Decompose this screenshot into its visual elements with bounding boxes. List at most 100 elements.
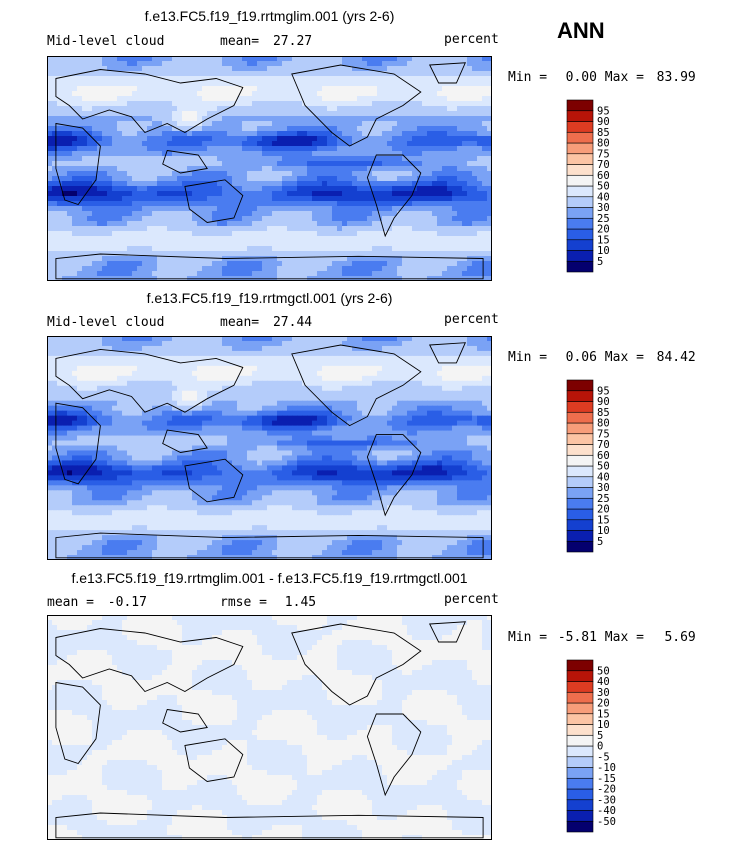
map-cell [297,196,303,202]
colorbar-swatch [566,110,594,122]
map-cell [387,166,393,172]
map-cell [387,196,393,202]
map-cell [117,106,123,112]
map-cell [87,246,93,252]
map-cell [62,181,68,187]
map-cell [87,81,93,87]
map-cell [337,151,343,157]
map-cell [157,76,163,82]
map-cell [212,365,218,372]
map-cell [482,221,488,227]
map-cell [352,231,358,237]
map-cell [247,266,253,272]
map-cell [167,271,173,277]
map-cell [467,161,473,167]
map-cell [87,365,93,372]
map-cell [312,211,318,217]
map-cell [92,161,98,167]
map-cell [227,71,233,77]
map-cell [192,251,198,257]
map-cell [457,111,463,117]
map-cell [317,370,323,377]
map-cell [257,161,263,167]
map-cell [132,136,138,142]
map-cell [402,96,408,102]
map-cell [292,116,298,122]
map-cell [387,71,393,77]
map-cell [342,266,348,272]
map-cell [312,350,318,357]
map-cell [182,375,188,382]
map-cell [162,246,168,252]
map-cell [57,271,63,277]
map-cell [227,336,233,342]
map-cell [357,76,363,82]
map-cell [132,86,138,92]
map-cell [322,345,328,352]
map-cell [437,181,443,187]
map-cell [87,196,93,202]
map-cell [467,241,473,247]
map-cell [252,271,258,277]
map-cell [407,256,413,262]
map-cell [372,71,378,77]
map-cell [407,181,413,187]
map-cell [287,196,293,202]
map-cell [482,226,488,232]
map-cell [417,106,423,112]
map-cell [122,106,128,112]
map-cell [137,111,143,117]
map-cell [367,91,373,97]
map-cell [437,241,443,247]
map-cell [67,111,73,117]
map-cell [392,360,398,367]
map-cell [172,81,178,87]
map-cell [392,246,398,252]
map-cell [377,176,383,182]
map-cell [247,56,253,62]
map-cell [277,116,283,122]
map-cell [52,161,58,167]
map-cell [102,91,108,97]
map-cell [212,61,218,67]
map-cell [267,216,273,222]
map-cell [287,181,293,187]
map-cell [232,370,238,377]
map-cell [322,101,328,107]
map-cell [62,191,68,197]
map-cell [87,201,93,207]
map-cell [127,221,133,227]
map-cell [362,206,368,212]
map-cell [402,66,408,72]
map-cell [432,66,438,72]
map-cell [187,146,193,152]
map-cell [427,146,433,152]
map-cell [207,201,213,207]
map-cell [272,146,278,152]
map-cell [427,256,433,262]
map-cell [137,191,143,197]
map-cell [452,76,458,82]
map-cell [392,181,398,187]
map-cell [372,96,378,102]
map-cell [202,216,208,222]
map-cell [152,141,158,147]
map-cell [247,116,253,122]
map-cell [472,350,478,357]
map-cell [47,126,53,132]
map-cell [392,241,398,247]
map-cell [192,196,198,202]
map-cell [137,101,143,107]
map-cell [187,61,193,67]
map-cell [177,241,183,247]
map-cell [372,151,378,157]
map-cell [297,375,303,382]
map-cell [242,116,248,122]
map-cell [322,350,328,357]
map-cell [192,96,198,102]
map-cell [157,385,163,392]
map-cell [377,231,383,237]
map-cell [122,141,128,147]
map-cell [282,226,288,232]
map-cell [232,241,238,247]
